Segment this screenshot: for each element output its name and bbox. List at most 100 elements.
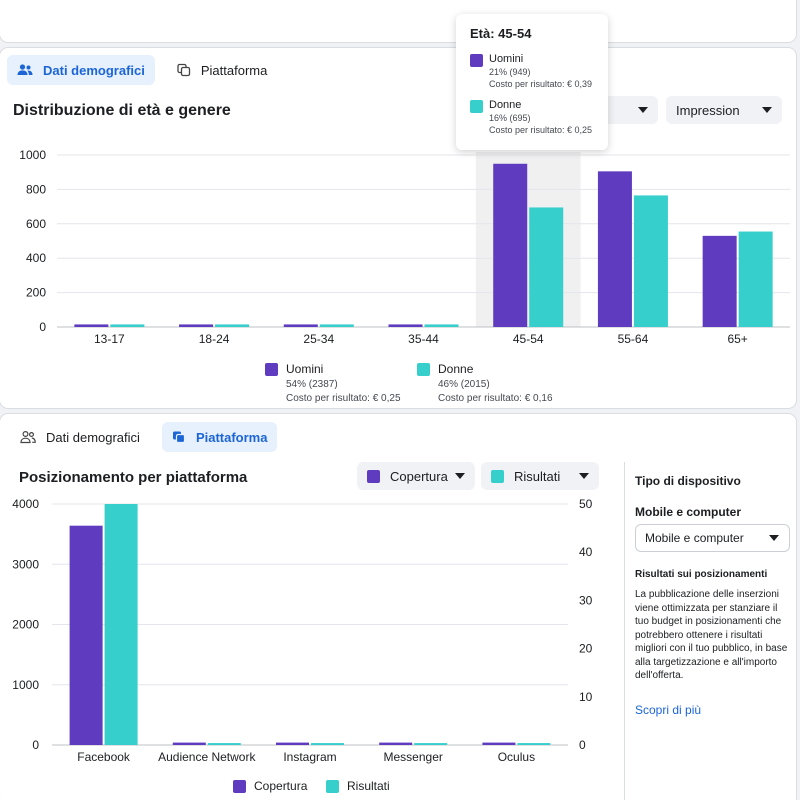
x-tick-label: 65+ — [727, 332, 747, 346]
placement-description: La pubblicazione delle inserzioni viene … — [635, 589, 788, 681]
tooltip-cost: Costo per risultato: € 0,39 — [489, 79, 593, 89]
bar-uomini-18-24 — [179, 324, 214, 327]
y-tick-label: 400 — [26, 251, 46, 265]
people-icon — [20, 430, 36, 444]
bar-uomini-45-54 — [493, 163, 528, 327]
bar-copertura-instagram — [276, 742, 309, 745]
x-tick-label: 55-64 — [618, 332, 649, 346]
tooltip-name: Donne — [489, 99, 522, 111]
x-tick-label: 35-44 — [408, 332, 439, 346]
legend-cost: Costo per risultato: € 0,25 — [286, 393, 401, 404]
bar-risultati-facebook — [104, 504, 138, 745]
device-select[interactable]: Mobile e computer — [635, 524, 790, 552]
legend-swatch — [233, 780, 246, 793]
device-subheading: Mobile e computer — [635, 505, 742, 519]
tab-label: Piattaforma — [200, 62, 268, 78]
bar-donne-13-17 — [110, 324, 145, 327]
tab-platform[interactable]: Piattaforma — [167, 55, 277, 85]
tooltip-cost: Costo per risultato: € 0,25 — [489, 125, 593, 135]
device-side-panel: Tipo di dispositivo Mobile e computer Mo… — [624, 462, 800, 800]
x-tick-label: 45-54 — [513, 332, 544, 346]
metric-dropdown-reach[interactable]: Copertura — [357, 462, 475, 490]
metric-dropdown-2[interactable]: Impression — [666, 96, 782, 124]
y-right-tick-label: 20 — [579, 642, 593, 656]
chart-tooltip: Età: 45-54 Uomini 21% (949) Costo per ri… — [456, 14, 608, 150]
dropdown-swatch — [367, 469, 380, 483]
legend-name: Copertura — [254, 779, 308, 793]
legend-item-women: Donne 46% (2015) Costo per risultato: € … — [417, 362, 553, 404]
tooltip-row-men: Uomini 21% (949) Costo per risultato: € … — [470, 53, 594, 89]
highlight-band — [475, 152, 581, 327]
tooltip-value: 21% (949) — [489, 67, 531, 77]
tab-label: Dati demografici — [46, 429, 140, 445]
tab-label: Piattaforma — [195, 429, 268, 445]
x-tick-label: Oculus — [498, 750, 535, 764]
y-right-tick-label: 0 — [579, 738, 586, 752]
tab-label: Dati demografici — [43, 62, 145, 78]
chevron-down-icon — [579, 473, 589, 479]
tooltip-value: 16% (695) — [489, 113, 531, 123]
y-tick-label: 600 — [26, 217, 46, 231]
y-left-tick-label: 0 — [32, 738, 39, 752]
bar-risultati-instagram — [311, 743, 344, 745]
chevron-down-icon — [638, 107, 648, 113]
x-tick-label: 18-24 — [199, 332, 230, 346]
bar-copertura-audience-network — [172, 742, 206, 745]
platform-icon — [177, 63, 191, 77]
x-tick-label: Audience Network — [158, 750, 256, 764]
platform-chart: 0 1000 2000 3000 4000 0 10 20 30 40 50 Facebook Audi… — [12, 497, 593, 764]
x-tick-label: Messenger — [384, 750, 443, 764]
learn-more-link[interactable]: Scopri di più — [635, 702, 702, 717]
previous-card — [0, 0, 796, 42]
x-tick-label: 25-34 — [303, 332, 334, 346]
tooltip-row-women: Donne 16% (695) Costo per risultato: € 0… — [470, 99, 594, 135]
y-left-tick-label: 2000 — [12, 618, 39, 632]
x-tick-label: Instagram — [283, 750, 336, 764]
legend-name: Risultati — [347, 779, 390, 793]
tooltip-title: Età: 45-54 — [470, 26, 532, 41]
legend-value: 54% (2387) — [286, 379, 338, 390]
bar-donne-35-44 — [424, 324, 459, 327]
tooltip-name: Uomini — [489, 53, 524, 65]
age-gender-chart: 0 200 400 600 800 1000 13-17 18-24 25-34 35-44 45-… — [19, 148, 790, 346]
legend-name: Donne — [438, 362, 474, 376]
y-tick-label: 1000 — [19, 148, 46, 162]
bar-donne-18-24 — [215, 324, 250, 327]
metric-dropdown-results[interactable]: Risultati — [481, 462, 599, 490]
device-select-value: Mobile e computer — [645, 531, 744, 545]
tab-demographics[interactable]: Dati demografici — [10, 422, 150, 452]
y-tick-label: 0 — [39, 320, 46, 334]
dropdown-swatch — [491, 469, 504, 483]
bar-uomini-13-17 — [74, 324, 109, 327]
placement-results-heading: Risultati sui posizionamenti — [635, 569, 768, 580]
chart-title: Distribuzione di età e genere — [13, 102, 231, 119]
y-right-tick-label: 10 — [579, 690, 593, 704]
y-right-tick-label: 40 — [579, 545, 593, 559]
legend-value: 46% (2015) — [438, 379, 490, 390]
dropdown-label: Impression — [676, 102, 740, 118]
y-right-tick-label: 50 — [579, 497, 593, 511]
bar-copertura-messenger — [379, 742, 413, 745]
bar-donne-55-64 — [633, 195, 668, 327]
bar-donne-65+ — [738, 231, 773, 327]
chevron-down-icon — [762, 107, 772, 113]
tab-demographics[interactable]: Dati demografici — [7, 55, 155, 85]
bar-risultati-messenger — [414, 743, 448, 745]
legend-name: Uomini — [286, 362, 324, 376]
bar-risultati-audience-network — [207, 743, 241, 745]
legend-item-men: Uomini 54% (2387) Costo per risultato: €… — [265, 362, 401, 404]
bar-copertura-facebook — [69, 525, 103, 745]
tab-platform[interactable]: Piattaforma — [161, 422, 278, 452]
bar-risultati-oculus — [517, 743, 551, 745]
legend-swatch — [265, 363, 278, 376]
x-tick-label: 13-17 — [94, 332, 125, 346]
bar-uomini-25-34 — [283, 324, 318, 327]
legend-item-reach: Copertura — [233, 779, 307, 793]
demographics-card: Dati demografici Piattaforma Distribuzio… — [0, 48, 796, 408]
x-tick-label: Facebook — [77, 750, 131, 764]
people-icon — [17, 64, 33, 75]
bar-donne-45-54 — [529, 207, 564, 327]
y-left-tick-label: 1000 — [12, 678, 39, 692]
bar-copertura-oculus — [482, 742, 516, 745]
y-tick-label: 200 — [26, 286, 46, 300]
